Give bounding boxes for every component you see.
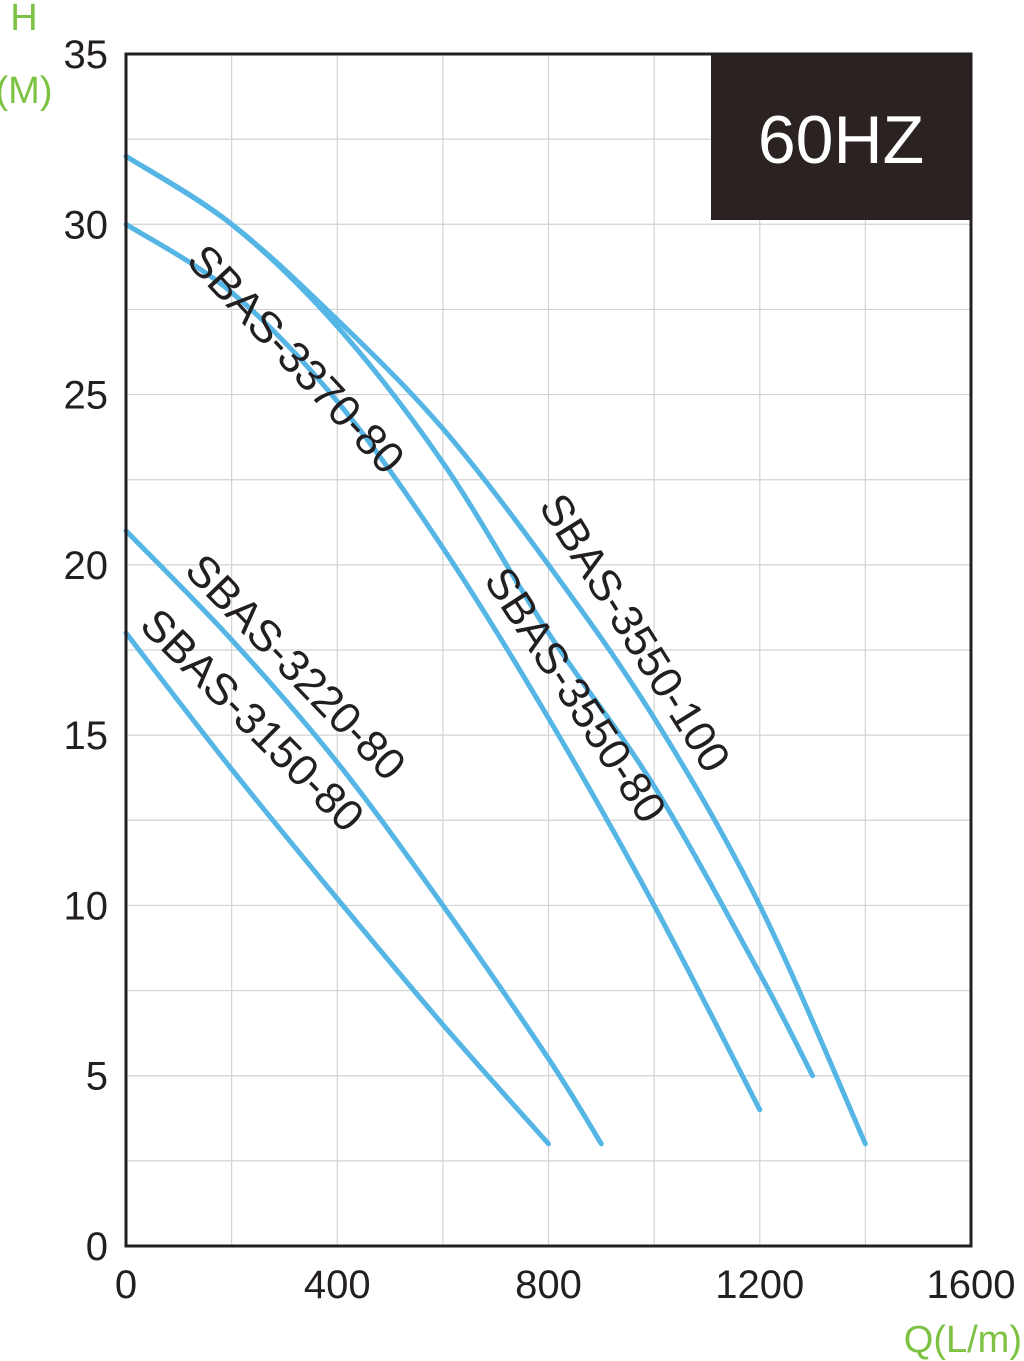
x-tick-label: 1600 <box>927 1263 1016 1307</box>
series-line-sbas-3550-100 <box>123 153 868 1147</box>
y-axis-label: H <box>10 0 37 39</box>
y-tick-label: 5 <box>86 1055 108 1099</box>
series-line-sbas-3150-80 <box>123 630 551 1147</box>
tick-labels: 0 400 800 1200 1600 0 5 10 15 20 25 30 35 <box>64 33 1016 1307</box>
x-tick-label: 1200 <box>715 1263 804 1307</box>
y-tick-label: 10 <box>64 884 109 928</box>
frequency-badge <box>711 54 971 220</box>
series-line-sbas-3370-80 <box>123 221 763 1113</box>
y-tick-label: 20 <box>64 544 109 588</box>
x-tick-label: 400 <box>304 1263 371 1307</box>
grid <box>126 54 971 1246</box>
y-tick-label: 30 <box>64 203 109 247</box>
x-axis-label: Q(L/m) <box>904 1319 1022 1361</box>
y-tick-label: 0 <box>86 1225 108 1269</box>
x-tick-label: 0 <box>115 1263 137 1307</box>
y-axis-unit: (M) <box>0 70 52 112</box>
y-tick-label: 35 <box>64 33 109 77</box>
plot-frame <box>124 52 973 1248</box>
curves <box>123 153 868 1147</box>
frequency-badge-text: 60HZ <box>758 102 924 178</box>
series-line-sbas-3220-80 <box>123 528 604 1147</box>
y-tick-label: 15 <box>64 714 109 758</box>
x-tick-label: 800 <box>515 1263 582 1307</box>
y-tick-label: 25 <box>64 374 109 418</box>
